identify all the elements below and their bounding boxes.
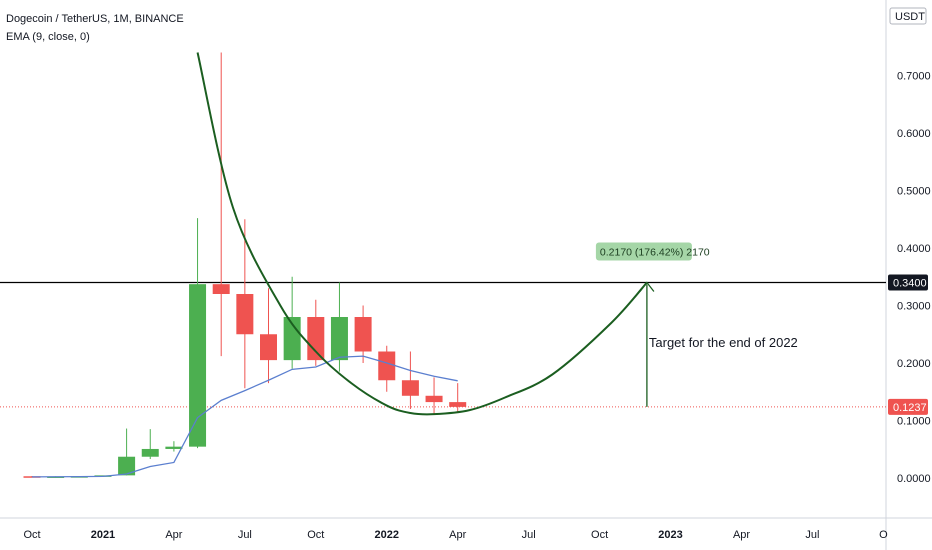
price-tick-label: 0.7000 xyxy=(897,71,931,83)
time-tick-label: Jul xyxy=(522,529,536,541)
projection-curve[interactable] xyxy=(196,52,648,416)
measure-label-box[interactable] xyxy=(595,242,692,261)
candle-body[interactable] xyxy=(283,317,301,361)
time-tick-label: O xyxy=(879,529,888,541)
level-price-badge-text: 0.3400 xyxy=(893,278,927,290)
candle-body[interactable] xyxy=(118,456,136,476)
candle-body[interactable] xyxy=(141,448,159,457)
candle-body[interactable] xyxy=(189,284,207,447)
time-tick-label: Apr xyxy=(165,529,182,541)
time-tick-label: Apr xyxy=(449,529,466,541)
price-tick-label: 0.3000 xyxy=(897,301,931,313)
candle-body[interactable] xyxy=(307,317,325,361)
measure-arrowhead xyxy=(639,281,655,292)
price-tick-label: 0.6000 xyxy=(897,128,931,140)
time-tick-label: 2021 xyxy=(91,529,115,541)
target-note-text[interactable]: Target for the end of 2022 xyxy=(649,335,798,350)
currency-box[interactable] xyxy=(889,7,927,25)
candle-body[interactable] xyxy=(236,294,254,335)
time-tick-label: Oct xyxy=(23,529,40,541)
symbol-title[interactable]: Dogecoin / TetherUS, 1M, BINANCE xyxy=(6,13,184,25)
candle-body[interactable] xyxy=(212,284,230,294)
candle-body[interactable] xyxy=(260,334,277,361)
price-tick-label: 0.5000 xyxy=(897,186,931,198)
candle-body[interactable] xyxy=(401,380,419,396)
ema-indicator-label[interactable]: EMA (9, close, 0) xyxy=(6,31,90,43)
candle-body[interactable] xyxy=(425,395,443,403)
time-tick-label: Jul xyxy=(805,529,819,541)
candle-body[interactable] xyxy=(165,446,183,449)
time-tick-label: Oct xyxy=(307,529,324,541)
time-tick-label: Apr xyxy=(733,529,750,541)
candle-body[interactable] xyxy=(23,476,41,478)
candle-body[interactable] xyxy=(378,351,396,381)
time-tick-label: 2022 xyxy=(375,529,399,541)
candle-body[interactable] xyxy=(354,317,372,352)
chart-legend: Dogecoin / TetherUS, 1M, BINANCE EMA (9,… xyxy=(6,10,184,46)
current-price-badge[interactable] xyxy=(888,398,928,415)
candle-body[interactable] xyxy=(330,317,348,361)
measure-label[interactable]: 0.2170 (176.42%) 2170 xyxy=(600,247,710,259)
time-tick-label: 2023 xyxy=(658,529,682,541)
price-tick-label: 0.0000 xyxy=(897,473,931,485)
time-tick-label: Jul xyxy=(238,529,252,541)
price-tick-label: 0.2000 xyxy=(897,358,931,370)
ema-line[interactable] xyxy=(31,355,458,478)
current-price-badge-text: 0.1237 xyxy=(893,402,927,414)
candle-body[interactable] xyxy=(449,402,467,407)
time-tick-label: Oct xyxy=(591,529,608,541)
level-price-badge[interactable] xyxy=(888,274,928,291)
price-tick-label: 0.4000 xyxy=(897,243,931,255)
price-tick-label: 0.1000 xyxy=(897,416,931,428)
currency-label[interactable]: USDT xyxy=(895,11,925,23)
